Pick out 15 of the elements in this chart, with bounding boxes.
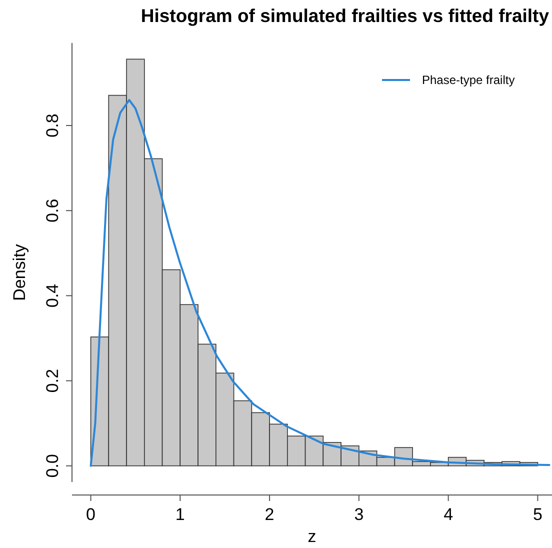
y-tick-label: 0.4 xyxy=(43,284,62,308)
x-tick-label: 5 xyxy=(532,505,542,524)
chart-title: Histogram of simulated frailties vs fitted frailty xyxy=(140,5,550,26)
y-axis-title: Density xyxy=(10,244,29,301)
x-tick-label: 1 xyxy=(175,505,185,524)
x-tick-label: 0 xyxy=(86,505,96,524)
y-tick-label: 0.0 xyxy=(43,454,62,478)
legend-label: Phase-type frailty xyxy=(422,73,515,87)
y-tick-label: 0.6 xyxy=(43,198,62,222)
x-axis-title: z xyxy=(308,527,316,546)
x-tick-label: 3 xyxy=(354,505,364,524)
x-tick-label: 4 xyxy=(444,505,454,524)
y-tick-label: 0.8 xyxy=(43,114,62,138)
y-tick-label: 0.2 xyxy=(43,368,62,393)
x-tick-label: 2 xyxy=(264,505,274,524)
